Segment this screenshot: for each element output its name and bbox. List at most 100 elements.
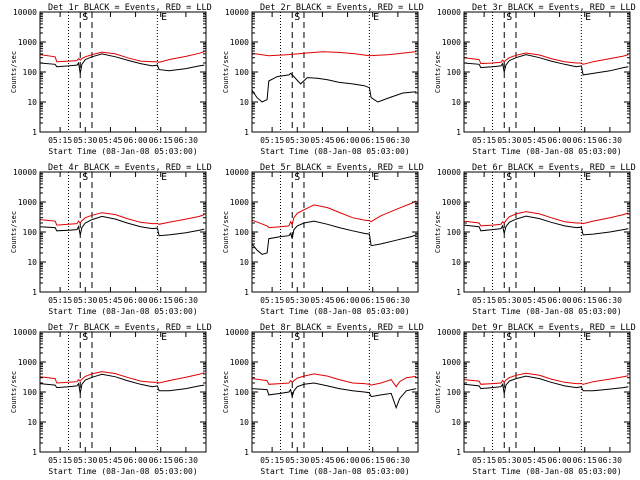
y-tick-label: 1000 [230, 38, 249, 47]
y-tick-label: 100 [447, 228, 462, 237]
x-tick-label: 05:45 [310, 136, 334, 145]
y-tick-label: 10 [27, 418, 37, 427]
lld-series-line [40, 371, 205, 384]
y-tick-label: 1000 [442, 38, 461, 47]
x-tick-label: 06:15 [573, 136, 597, 145]
series-group [464, 372, 629, 394]
x-tick-label: 06:30 [386, 296, 410, 305]
y-tick-label: 10 [239, 418, 249, 427]
series-group [40, 212, 205, 237]
y-tick-label: 1000 [18, 358, 37, 367]
x-axis-label: Start Time (08-Jan-08 05:03:00) [472, 467, 621, 476]
start-marker-letter: S [506, 12, 512, 23]
end-marker-letter: E [585, 172, 591, 183]
y-tick-label: 10 [239, 98, 249, 107]
start-marker-letter: S [294, 172, 300, 183]
panel-title: Det 6r BLACK = Events, RED = LLD [472, 163, 636, 173]
x-tick-label: 05:30 [73, 136, 97, 145]
events-series-line [464, 215, 629, 236]
x-axis-label: Start Time (08-Jan-08 05:03:00) [48, 147, 197, 156]
lld-series-line [464, 372, 629, 385]
series-group [252, 373, 417, 410]
y-tick-label: 1 [32, 128, 37, 137]
x-tick-label: 06:30 [174, 136, 198, 145]
x-tick-label: 06:30 [174, 296, 198, 305]
x-tick-label: 05:30 [73, 456, 97, 465]
y-tick-label: 1 [456, 288, 461, 297]
series-group [40, 371, 205, 394]
end-marker-letter: E [161, 172, 167, 183]
y-tick-label: 100 [235, 228, 250, 237]
series-group [464, 211, 629, 236]
y-tick-label: 100 [235, 388, 250, 397]
x-tick-label: 06:30 [598, 296, 622, 305]
lld-series-line [252, 51, 417, 57]
y-tick-label: 1000 [442, 198, 461, 207]
x-tick-label: 05:45 [522, 456, 546, 465]
x-tick-label: 05:30 [497, 136, 521, 145]
y-tick-label: 1 [456, 448, 461, 457]
y-axis-label: Counts/sec [434, 211, 442, 253]
y-tick-label: 10 [27, 258, 37, 267]
y-tick-label: 1 [244, 288, 249, 297]
end-marker-letter: E [373, 12, 379, 23]
y-axis-label: Counts/sec [222, 51, 230, 93]
y-axis-label: Counts/sec [434, 51, 442, 93]
x-tick-label: 05:30 [285, 296, 309, 305]
panel-title: Det 9r BLACK = Events, RED = LLD [472, 323, 636, 333]
lld-series-line [40, 51, 205, 63]
x-tick-label: 05:15 [472, 456, 496, 465]
start-marker-letter: S [82, 332, 88, 343]
x-tick-label: 06:15 [149, 296, 173, 305]
y-tick-label: 100 [235, 68, 250, 77]
x-axis-label: Start Time (08-Jan-08 05:03:00) [260, 467, 409, 476]
end-marker-letter: E [161, 332, 167, 343]
y-tick-label: 1 [32, 448, 37, 457]
x-tick-label: 06:00 [124, 456, 148, 465]
y-axis-label: Counts/sec [434, 371, 442, 413]
start-marker-letter: S [294, 12, 300, 23]
y-axis-label: Counts/sec [10, 211, 18, 253]
y-tick-label: 10000 [225, 8, 249, 17]
events-series-line [252, 382, 417, 410]
x-axis-label: Start Time (08-Jan-08 05:03:00) [472, 147, 621, 156]
x-axis-label: Start Time (08-Jan-08 05:03:00) [48, 307, 197, 316]
start-marker-letter: S [82, 172, 88, 183]
y-tick-label: 10000 [13, 328, 37, 337]
x-tick-label: 05:30 [73, 296, 97, 305]
panel-title: Det 8r BLACK = Events, RED = LLD [260, 323, 424, 333]
events-series-line [464, 375, 629, 394]
series-group [252, 200, 417, 255]
x-tick-label: 06:15 [573, 296, 597, 305]
x-tick-label: 06:00 [124, 136, 148, 145]
end-marker-letter: E [373, 172, 379, 183]
x-tick-label: 06:00 [124, 296, 148, 305]
y-tick-label: 10 [451, 258, 461, 267]
x-axis-label: Start Time (08-Jan-08 05:03:00) [472, 307, 621, 316]
panel-title: Det 2r BLACK = Events, RED = LLD [260, 3, 424, 13]
x-tick-label: 05:45 [310, 296, 334, 305]
x-tick-label: 06:15 [573, 456, 597, 465]
y-tick-label: 100 [23, 388, 38, 397]
y-axis-label: Counts/sec [222, 371, 230, 413]
x-tick-label: 05:45 [310, 456, 334, 465]
y-tick-label: 10 [239, 258, 249, 267]
x-tick-label: 06:15 [361, 296, 385, 305]
y-tick-label: 100 [447, 68, 462, 77]
lld-series-line [252, 200, 417, 229]
y-tick-label: 10000 [437, 328, 461, 337]
x-axis-label: Start Time (08-Jan-08 05:03:00) [48, 467, 197, 476]
y-tick-label: 10 [451, 98, 461, 107]
x-tick-label: 06:30 [598, 136, 622, 145]
panel-title: Det 3r BLACK = Events, RED = LLD [472, 3, 636, 13]
x-tick-label: 05:45 [98, 136, 122, 145]
x-tick-label: 06:00 [548, 136, 572, 145]
x-tick-label: 06:30 [174, 456, 198, 465]
events-series-line [40, 53, 205, 74]
